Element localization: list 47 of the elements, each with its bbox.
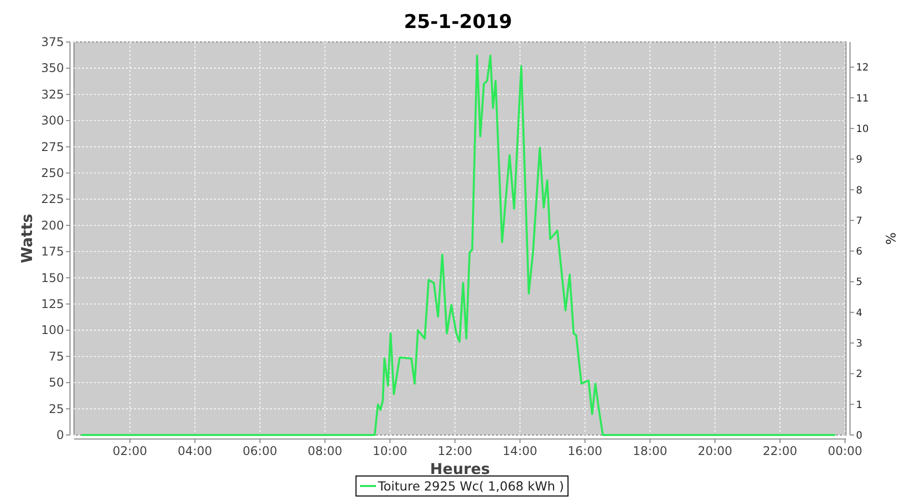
y-tick-label: 375 [41, 35, 64, 49]
y-tick-label: 275 [41, 140, 64, 154]
x-tick-label: 12:00 [438, 444, 472, 458]
y2-tick-label: 5 [856, 277, 862, 288]
x-tick-label: 16:00 [568, 444, 602, 458]
y2-tick-label: 0 [856, 430, 862, 442]
y-tick-label: 75 [48, 349, 64, 364]
y-tick-label: 325 [41, 87, 64, 102]
x-tick-label: 02:00 [112, 444, 148, 458]
y2-tick-label: 7 [856, 216, 862, 227]
y2-tick-label: 8 [856, 185, 862, 196]
y-tick-label: 50 [48, 376, 64, 390]
x-tick-label: 04:00 [178, 444, 212, 458]
x-axis-title: Heures [430, 460, 490, 478]
y-tick-label: 250 [41, 166, 64, 180]
y-tick-label: 175 [41, 244, 64, 259]
y2-axis-title: % [882, 232, 897, 245]
y2-tick-label: 4 [856, 308, 862, 319]
x-tick-label: 18:00 [632, 444, 668, 458]
x-tick-label: 08:00 [308, 444, 342, 458]
y2-tick-label: 9 [856, 154, 862, 166]
y-tick-label: 300 [41, 114, 64, 128]
y-tick-label: 350 [41, 61, 64, 76]
y-tick-label: 150 [41, 270, 64, 285]
y2-tick-label: 3 [856, 338, 862, 350]
chart-title: 25-1-2019 [404, 11, 512, 33]
y2-tick-label: 1 [856, 400, 862, 411]
x-tick-label: 20:00 [698, 444, 732, 458]
y2-tick-label: 2 [856, 369, 862, 380]
y-tick-label: 125 [41, 297, 64, 311]
x-tick-label: 06:00 [242, 444, 278, 458]
legend-label: Toiture 2925 Wc( 1,068 kWh ) [377, 478, 564, 494]
x-tick-label: 14:00 [502, 444, 538, 458]
y-tick-label: 100 [41, 323, 64, 338]
x-tick-label: 10:00 [372, 444, 408, 458]
y-tick-label: 25 [48, 402, 64, 416]
x-tick-label: 22:00 [762, 444, 798, 458]
y-axis-title: Watts [18, 214, 36, 264]
y2-tick-label: 11 [856, 93, 869, 104]
y2-tick-label: 10 [856, 124, 869, 135]
y-tick-label: 200 [41, 218, 64, 232]
y-tick-label: 225 [41, 192, 64, 206]
line-series [80, 54, 836, 436]
x-tick-label: 00:00 [828, 444, 862, 458]
y2-tick-label: 6 [856, 246, 862, 258]
y2-tick-label: 12 [856, 62, 869, 74]
y-tick-label: 0 [56, 428, 64, 442]
